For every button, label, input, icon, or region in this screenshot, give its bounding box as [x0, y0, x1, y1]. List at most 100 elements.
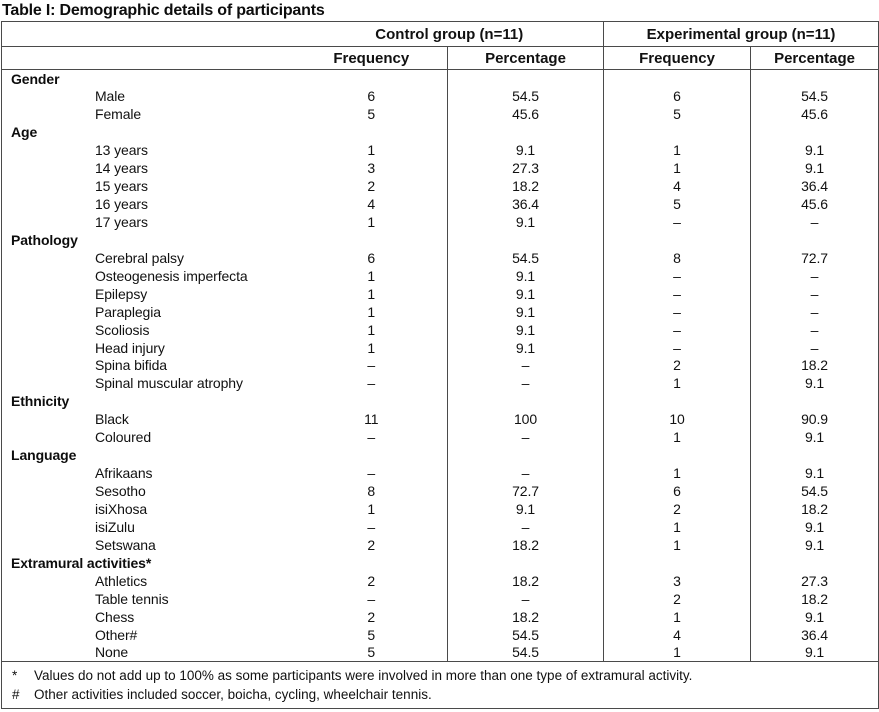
control-percentage-cell: 18.2 [447, 571, 605, 590]
experimental-percentage-cell: 9.1 [804, 465, 825, 482]
stub-header [1, 21, 296, 47]
experimental-percentage-cell: – [810, 303, 819, 320]
control-frequency-cell [295, 553, 448, 572]
row-label: Scoliosis [95, 321, 150, 338]
experimental-percentage-cell [751, 554, 879, 572]
table-row: None 5 54.5 1 9.1 [2, 643, 879, 662]
row-label: Age [11, 124, 38, 141]
row-label: Chess [95, 608, 135, 625]
control-frequency-cell: 5 [295, 105, 448, 124]
experimental-frequency-cell: 4 [603, 177, 752, 196]
row-label: 13 years [95, 142, 148, 159]
control-frequency-cell: 2 [295, 177, 448, 196]
experimental-percentage-header: Percentage [750, 46, 879, 70]
row-label: Cerebral palsy [95, 249, 184, 266]
table-row: Coloured – –1 9.1 [2, 428, 879, 447]
row-label: Table tennis [95, 590, 169, 607]
control-percentage-cell [447, 230, 605, 249]
row-label: Sesotho [95, 483, 146, 500]
experimental-frequency-cell: 1 [603, 464, 752, 483]
table-row: Osteogenesis imperfecta 1 9.1– – [2, 266, 879, 285]
table-row: Other# 5 54.5 4 36.4 [2, 625, 879, 644]
control-percentage-cell: – [447, 464, 605, 483]
table-row: isiZulu – –1 9.1 [2, 517, 879, 536]
row-label: Spina bifida [95, 357, 167, 374]
experimental-frequency-cell: 1 [603, 517, 752, 536]
experimental-frequency-header: Frequency [603, 46, 752, 70]
experimental-frequency-cell [603, 553, 752, 572]
experimental-frequency-cell: 8 [603, 248, 752, 267]
control-frequency-cell: 5 [295, 625, 448, 644]
experimental-percentage-cell: 9.1 [804, 536, 825, 553]
experimental-percentage-cell: 9.1 [804, 429, 825, 446]
control-percentage-cell: 18.2 [447, 607, 605, 626]
control-frequency-cell [295, 446, 448, 465]
control-percentage-cell: 72.7 [447, 482, 605, 500]
control-percentage-cell: 100 [447, 410, 605, 429]
control-percentage-cell: 18.2 [447, 535, 605, 554]
experimental-percentage-cell: 36.4 [801, 178, 828, 195]
footnote: * Values do not add up to 100% as some p… [12, 666, 870, 685]
experimental-frequency-cell: 1 [603, 607, 752, 626]
table-row: Male 6 54.5 6 54.5 [2, 87, 879, 106]
row-label: isiZulu [95, 518, 135, 535]
experimental-frequency-cell: 1 [603, 374, 752, 393]
experimental-frequency-cell: 3 [603, 571, 752, 590]
control-frequency-cell: 1 [295, 213, 448, 231]
experimental-percentage-cell: – [810, 267, 819, 284]
control-percentage-cell [447, 392, 605, 411]
row-label: isiXhosa [95, 500, 148, 517]
row-label: Male [95, 88, 125, 105]
experimental-frequency-cell: – [603, 302, 752, 321]
section-header-row: Pathology [2, 230, 879, 249]
row-label: Afrikaans [95, 465, 153, 482]
experimental-frequency-cell [603, 230, 752, 249]
experimental-percentage-cell [751, 446, 879, 464]
experimental-percentage-cell: 18.2 [801, 590, 828, 607]
footnotes: * Values do not add up to 100% as some p… [1, 660, 879, 709]
control-percentage-cell: 9.1 [447, 338, 605, 357]
row-label: Female [95, 106, 142, 123]
control-frequency-cell [295, 392, 448, 411]
control-frequency-cell [295, 123, 448, 142]
table-row: Chess 2 18.2 1 9.1 [2, 607, 879, 626]
row-label: Paraplegia [95, 303, 161, 320]
row-label: 15 years [95, 178, 148, 195]
footnotes-row: * Values do not add up to 100% as some p… [1, 660, 879, 709]
experimental-frequency-cell: 1 [603, 159, 752, 178]
control-frequency-cell: – [295, 374, 448, 393]
stub-subheader [1, 46, 296, 70]
experimental-percentage-cell: 72.7 [801, 249, 828, 266]
control-frequency-cell: 1 [295, 302, 448, 321]
experimental-percentage-cell: 9.1 [804, 160, 825, 177]
row-label: Head injury [95, 339, 165, 356]
control-frequency-cell [295, 230, 448, 249]
experimental-percentage-cell: 18.2 [801, 357, 828, 374]
experimental-frequency-cell: 1 [603, 428, 752, 447]
table-row: 14 years 3 27.3 1 9.1 [2, 159, 879, 178]
row-label: Language [11, 447, 77, 464]
experimental-percentage-cell: 54.5 [801, 483, 828, 500]
experimental-frequency-cell: 1 [603, 141, 752, 160]
control-frequency-cell: 6 [295, 87, 448, 106]
experimental-percentage-cell: 36.4 [801, 626, 828, 643]
table-row: Black 11 100 10 90.9 [2, 410, 879, 429]
footnote-marker: # [12, 686, 20, 702]
footnote-marker: * [12, 667, 18, 683]
experimental-frequency-cell: 5 [603, 195, 752, 213]
section-header-row: Gender [2, 69, 879, 88]
experimental-percentage-cell: – [810, 321, 819, 338]
control-frequency-cell: 1 [295, 141, 448, 160]
experimental-frequency-cell: – [603, 338, 752, 357]
table-header: Control group (n=11) Experimental group … [1, 21, 879, 70]
table-title: Table I: Demographic details of particip… [2, 2, 325, 19]
group-header-row: Control group (n=11) Experimental group … [1, 21, 879, 47]
section-header-row: Language [2, 446, 879, 465]
experimental-percentage-cell: 9.1 [804, 142, 825, 159]
row-label: Pathology [11, 231, 78, 248]
experimental-frequency-cell: 6 [603, 482, 752, 500]
experimental-percentage-cell: 54.5 [801, 88, 828, 105]
control-percentage-cell: 27.3 [447, 159, 605, 178]
table-body: Gender Male 6 54.5 6 54.5 Female 5 45.6 5 45.6 Age 1… [2, 69, 879, 662]
experimental-percentage-cell: 18.2 [801, 500, 828, 517]
